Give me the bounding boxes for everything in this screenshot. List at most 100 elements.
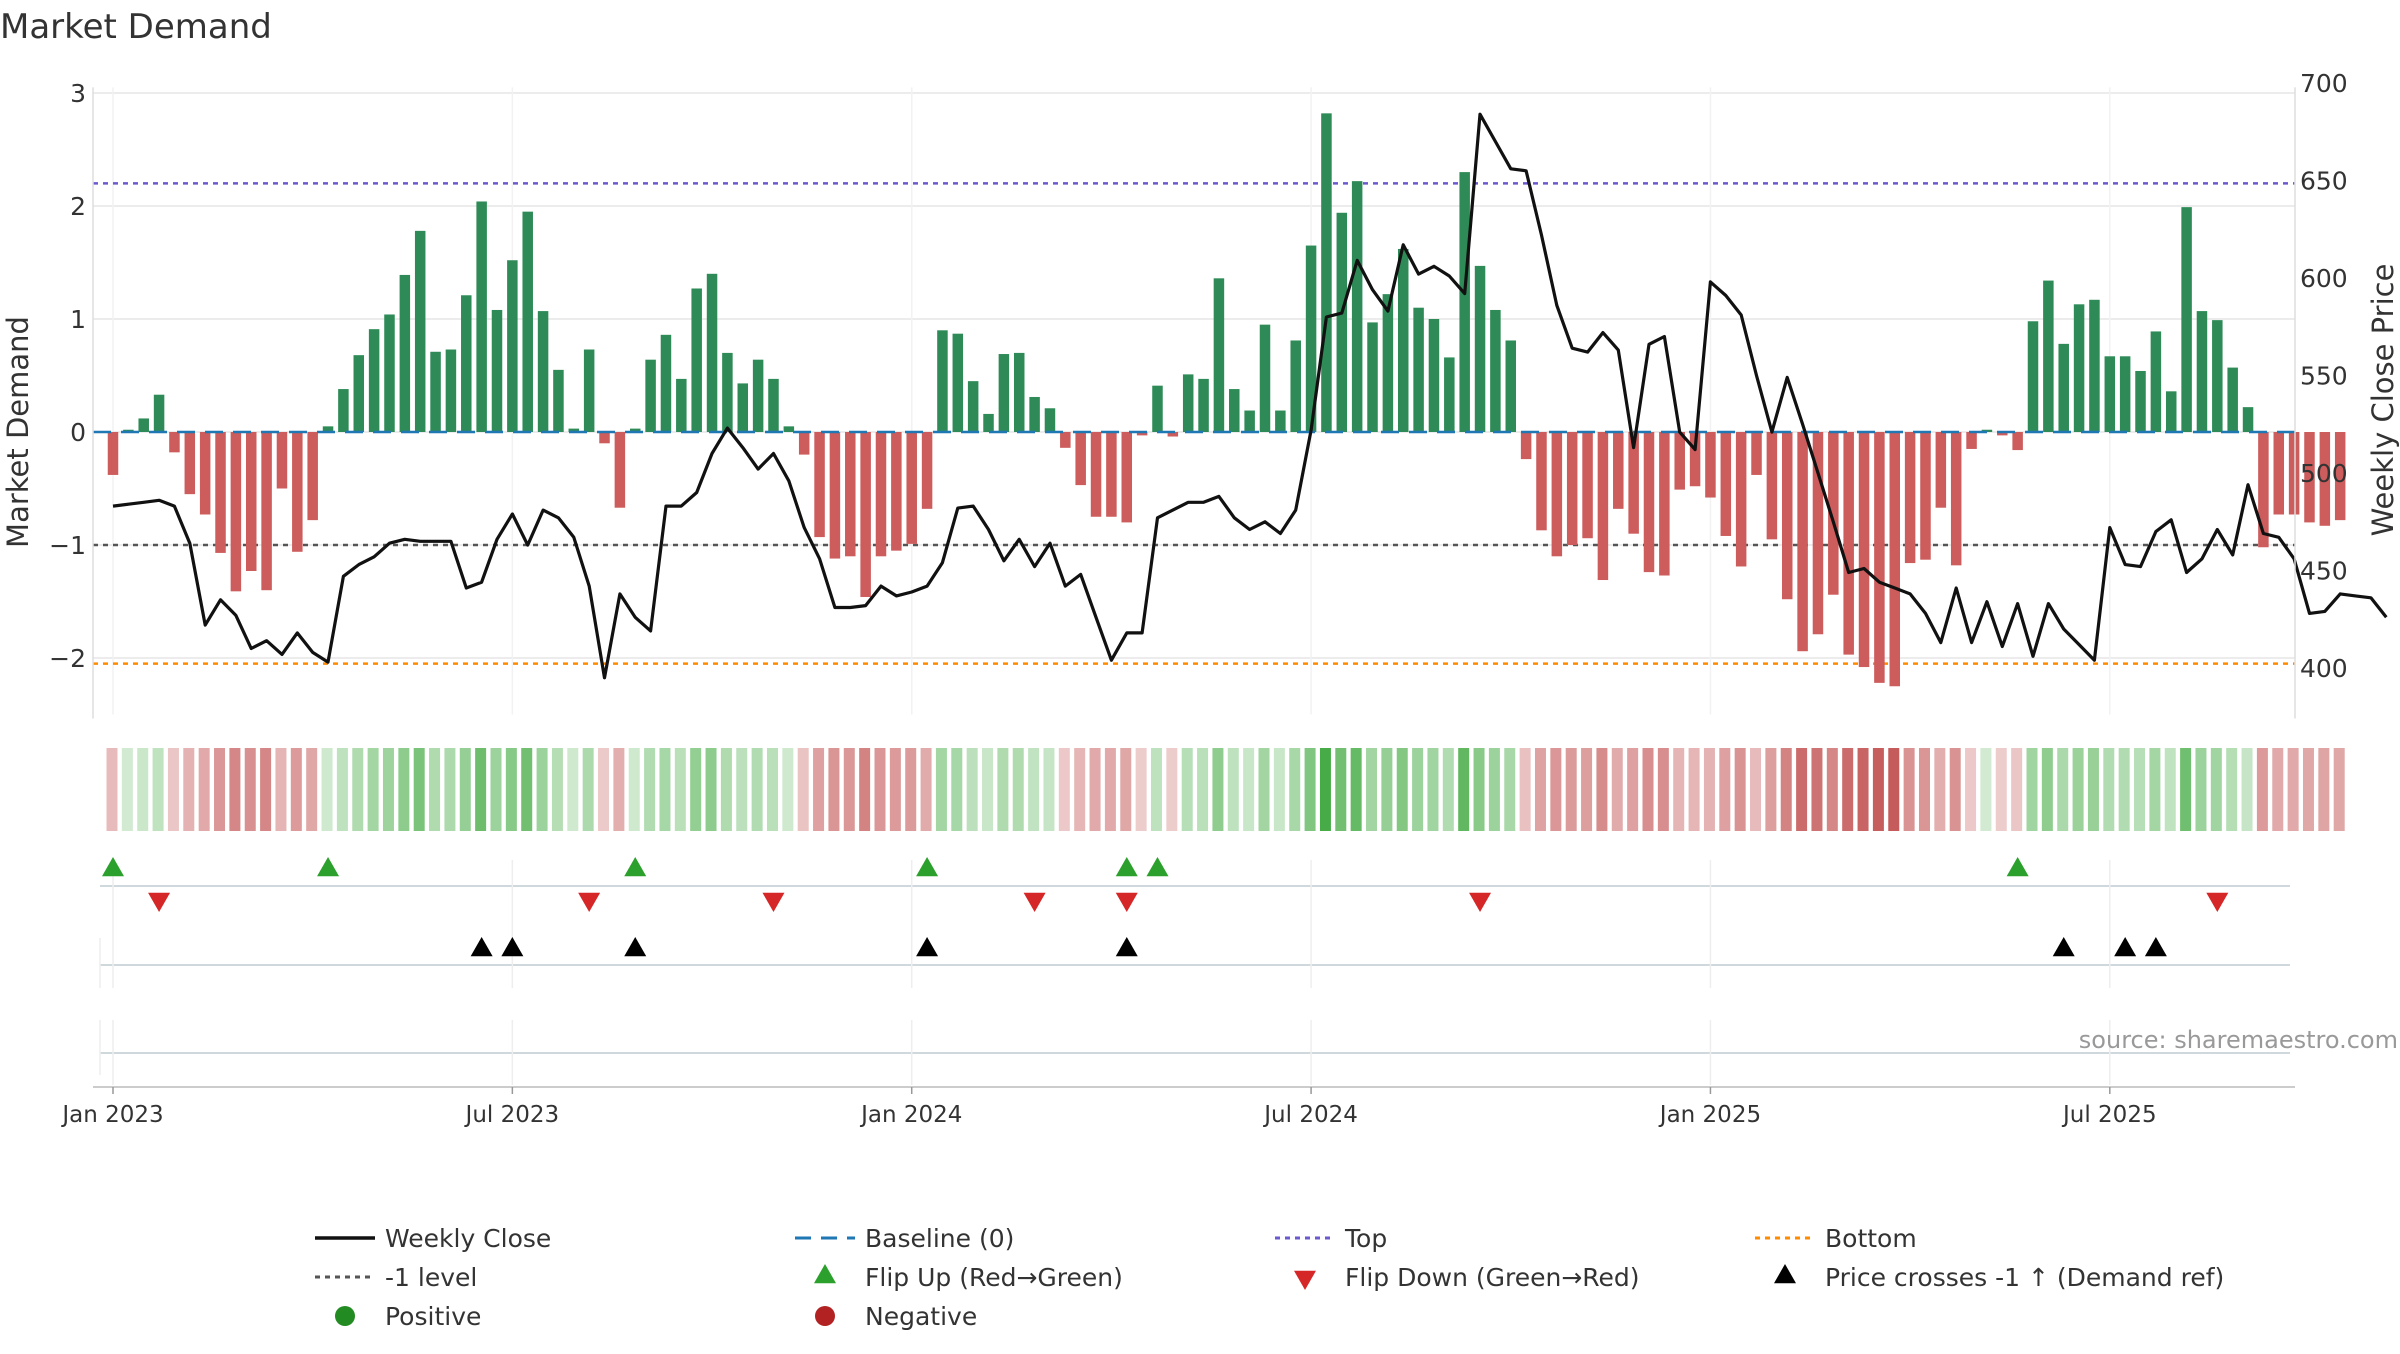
heat-cell (229, 748, 241, 831)
demand-bar (2304, 432, 2315, 523)
heat-cell (198, 748, 210, 831)
demand-bar (1812, 432, 1824, 635)
y2-tick-label: 400 (2300, 654, 2348, 683)
demand-bar (2089, 299, 2100, 432)
flip-up-marker (102, 857, 124, 877)
x-tick-label: Jan 2025 (1658, 1102, 1761, 1128)
heat-cell (475, 748, 487, 831)
demand-bar (860, 432, 871, 597)
heat-cell (1028, 748, 1040, 831)
heat-cell (1534, 748, 1546, 831)
demand-bar (1797, 432, 1808, 652)
heat-cell (1965, 748, 1977, 831)
demand-bar (568, 428, 580, 432)
demand-bar (1843, 432, 1854, 655)
demand-bar (614, 432, 626, 508)
heat-cell (1826, 748, 1838, 831)
demand-bar (1474, 265, 1486, 432)
demand-bar (491, 309, 503, 432)
demand-bar (1966, 432, 1977, 449)
heat-cell (705, 748, 717, 831)
heat-cell (2149, 748, 2161, 831)
demand-bar (1397, 248, 1409, 432)
demand-bar (2227, 367, 2238, 432)
demand-bar (1720, 432, 1732, 536)
x-tick-label: Jul 2023 (464, 1102, 560, 1128)
demand-bar (1106, 432, 1117, 517)
demand-bar (875, 432, 887, 557)
heat-cell (1212, 748, 1224, 831)
legend-item-positive: Positive (335, 1302, 481, 1331)
heat-cell (121, 748, 133, 831)
demand-bar (814, 432, 825, 538)
demand-bar (1459, 172, 1470, 432)
legend-swatch (814, 1264, 836, 1284)
heat-cell (1488, 748, 1500, 831)
heat-cell (889, 748, 901, 831)
demand-bar (1336, 212, 1348, 432)
demand-bar (1705, 432, 1716, 498)
legend-label: Weekly Close (385, 1224, 551, 1253)
heat-cell (690, 748, 702, 831)
price-cross-marker (470, 937, 493, 957)
heat-cell (1918, 748, 1930, 831)
demand-bar (1613, 432, 1624, 509)
demand-bar (798, 432, 810, 455)
heat-cell (106, 748, 118, 831)
demand-bar (1735, 432, 1747, 567)
demand-bar (937, 330, 948, 432)
demand-bar (261, 432, 272, 591)
heat-cell (736, 748, 748, 831)
legend-label: Price crosses -1 ↑ (Demand ref) (1825, 1263, 2224, 1292)
heat-cell (843, 748, 855, 831)
legend-label: -1 level (385, 1263, 477, 1292)
heat-cell (1657, 748, 1669, 831)
legend: Weekly Close Baseline (0) Top Bottom -1 leve… (315, 1224, 2224, 1331)
heat-cell (2287, 748, 2299, 831)
demand-bar (1136, 432, 1148, 436)
heat-cell (1872, 748, 1884, 831)
heat-cell (521, 748, 533, 831)
demand-bar (307, 432, 318, 521)
heat-cell (2134, 748, 2146, 831)
heat-cell (598, 748, 610, 831)
flip-down-marker (1023, 892, 1046, 912)
heat-cell (336, 748, 348, 831)
heat-cell (321, 748, 333, 831)
demand-bar (1582, 432, 1593, 539)
legend-swatch (1294, 1270, 1316, 1290)
demand-bar (599, 432, 610, 444)
demand-bar (292, 432, 303, 552)
demand-bar (1044, 408, 1056, 432)
demand-bar (2273, 432, 2285, 515)
heat-cell (582, 748, 594, 831)
demand-bar (676, 378, 687, 432)
demand-bar (2212, 320, 2223, 432)
demand-bar (2073, 304, 2085, 432)
demand-bar (1628, 432, 1639, 534)
heat-cell (1396, 748, 1408, 831)
heat-cell (2333, 748, 2345, 831)
heat-cell (659, 748, 671, 831)
demand-bar (1674, 432, 1685, 490)
heat-cell (982, 748, 994, 831)
demand-bar (2135, 370, 2146, 432)
y2-tick-label: 550 (2300, 362, 2348, 391)
heat-cell (920, 748, 932, 831)
demand-bar (1781, 432, 1793, 600)
y2-axis-label: Weekly Close Price (2366, 264, 2400, 537)
heat-cell (813, 748, 825, 831)
demand-bar (1444, 357, 1455, 432)
heat-cell (2072, 748, 2084, 831)
heat-cell (1581, 748, 1593, 831)
flip-down-marker (1469, 892, 1492, 912)
price-cross-marker (2144, 937, 2167, 957)
heat-cell (1058, 748, 1070, 831)
y-tick-label: 2 (70, 192, 86, 221)
heat-cell (275, 748, 287, 831)
heat-cell (613, 748, 625, 831)
heat-cell (1688, 748, 1700, 831)
flip-down-marker (2206, 892, 2229, 912)
flip-up-marker (624, 857, 647, 877)
demand-bar (169, 432, 180, 453)
